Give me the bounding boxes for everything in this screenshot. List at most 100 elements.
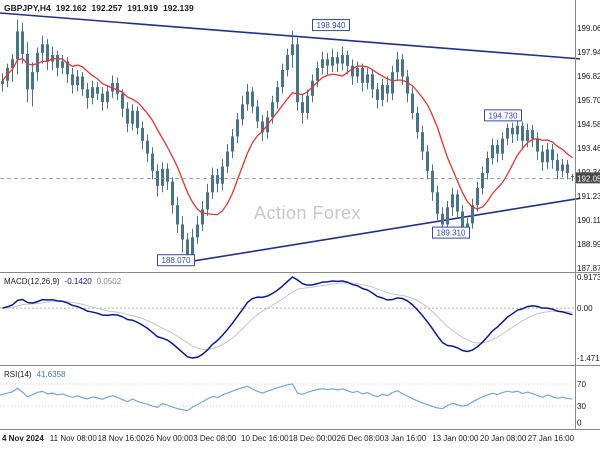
time-label: 27 Jan 16:00 (527, 434, 575, 443)
price-annotation-label: 189.310 (437, 229, 466, 238)
candle-body (216, 175, 219, 184)
candle-body (161, 168, 164, 186)
trendline[interactable] (167, 197, 581, 267)
price-chart-canvas[interactable]: 199.060 197.940 196.820 195.700 194.580 193.4… (0, 0, 600, 273)
macd-main-line (2, 276, 573, 359)
candle-body (91, 87, 94, 98)
candle-body (246, 91, 249, 105)
candle-body (556, 160, 559, 171)
candle-body (301, 102, 304, 113)
candle-body (276, 87, 279, 103)
price-annotation-box[interactable] (484, 109, 522, 122)
price-annotation-box[interactable] (432, 226, 470, 239)
current-price-tag-label: 192.050 (577, 174, 600, 183)
candle-body (566, 164, 569, 173)
candle-body (391, 72, 394, 94)
price-annotation-box[interactable] (312, 19, 350, 32)
candle-body (361, 67, 364, 83)
trendline[interactable] (0, 12, 581, 60)
candle-body (456, 194, 459, 212)
price-tick-label: 199.060 (577, 24, 600, 33)
candle-body (286, 55, 289, 71)
candle-body (486, 157, 489, 173)
candle-body (356, 67, 359, 77)
candle-body (526, 130, 529, 141)
candle-body (146, 140, 149, 154)
price-tick-label: 191.230 (577, 192, 600, 201)
candle-body (46, 44, 49, 62)
candle-body (26, 53, 29, 90)
candle-body (466, 223, 469, 229)
symbol-timeframe-label: GBPJPY,H4 (4, 3, 51, 13)
candle-body (326, 59, 329, 66)
candle-body (451, 194, 454, 208)
candle-body (446, 207, 449, 225)
candle-body (471, 205, 474, 224)
candle-body (311, 80, 314, 96)
rsi-line (0, 383, 573, 412)
candle-body (571, 175, 574, 177)
candle-body (111, 82, 114, 92)
candle-body (121, 93, 124, 109)
candle-body (346, 55, 349, 66)
candle-body (31, 72, 34, 90)
candle-body (411, 93, 414, 113)
candle-body (516, 125, 519, 135)
macd-panel-canvas[interactable]: 0.9173 0.00 -1.4714 (0, 273, 600, 365)
candle-body (226, 151, 229, 167)
candle-body (536, 138, 539, 152)
panel-divider-rsi[interactable] (0, 365, 600, 366)
macd-title: MACD(12,26,9) (4, 277, 60, 286)
candle-body (546, 149, 549, 163)
panel-divider-macd[interactable] (0, 272, 600, 273)
candle-body (296, 44, 299, 103)
candle-body (461, 211, 464, 229)
rsi-tick-label: 0 (577, 419, 582, 428)
price-annotation-box[interactable] (157, 254, 195, 267)
candle-body (201, 209, 204, 225)
price-annotation-label: 198.940 (317, 21, 346, 30)
candle-body (351, 65, 354, 77)
macd-signal-line (2, 282, 573, 351)
price-tick-label: 195.700 (577, 96, 600, 105)
open-value: 192.162 (55, 3, 87, 13)
rsi-tick-label: 30 (577, 402, 586, 411)
candle-body (56, 55, 59, 68)
macd-tick-label: 0.9173 (577, 273, 600, 282)
candle-body (171, 181, 174, 206)
moving-average-line (1, 57, 573, 216)
candle-body (166, 168, 169, 182)
candle-body (236, 119, 239, 137)
candle-body (101, 93, 104, 103)
candle-body (401, 59, 404, 77)
low-value: 191.919 (127, 3, 158, 13)
candle-body (1, 80, 4, 84)
candle-body (81, 76, 84, 90)
candle-body (371, 74, 374, 90)
candle-body (376, 89, 379, 101)
rsi-tick-label: 70 (577, 380, 586, 389)
candle-body (396, 59, 399, 73)
candle-body (206, 192, 209, 210)
time-label: 3 Jan 16:00 (384, 434, 427, 443)
candle-body (176, 205, 179, 225)
candle-body (221, 166, 224, 184)
candle-body (241, 104, 244, 120)
candle-body (41, 44, 44, 53)
candle-body (531, 130, 534, 139)
time-label: 11 Nov 08:00 (49, 434, 97, 443)
candle-body (551, 149, 554, 161)
candle-body (416, 112, 419, 133)
candle-body (341, 55, 344, 64)
candle-body (141, 127, 144, 141)
macd-tick-label: 0.00 (577, 304, 593, 313)
candle-body (501, 138, 504, 154)
candle-body (406, 76, 409, 94)
time-axis[interactable]: 4 Nov 2024 11 Nov 08:00 18 Nov 16:00 26 Nov… (0, 429, 600, 450)
rsi-panel-canvas[interactable]: 70 30 0 (0, 366, 600, 429)
candle-body (441, 213, 444, 225)
candle-body (71, 74, 74, 86)
candle-body (366, 74, 369, 83)
candle-body (261, 121, 264, 133)
candle-body (476, 188, 479, 206)
